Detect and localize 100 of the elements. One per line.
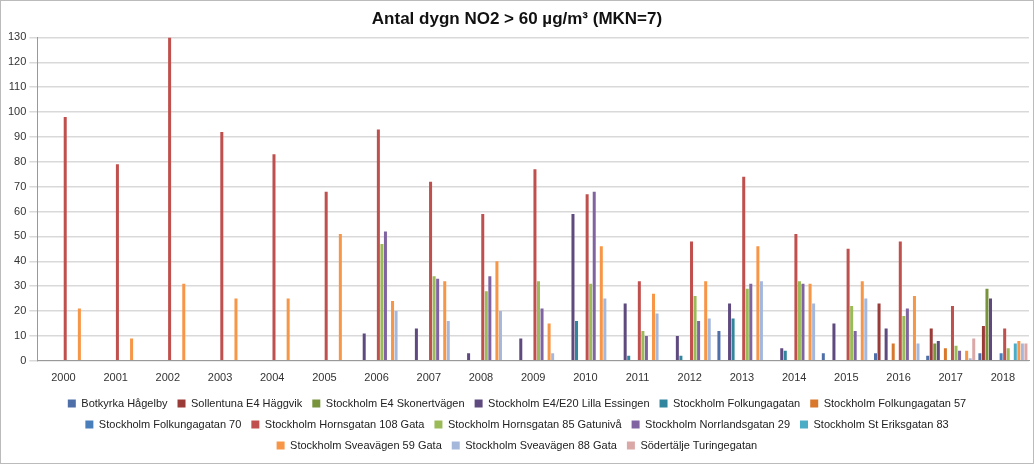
bar	[981, 325, 985, 361]
bar	[130, 338, 134, 361]
bar	[603, 298, 607, 361]
bar	[1006, 348, 1010, 361]
bar	[675, 335, 679, 361]
legend-label: Stockholm Hornsgatan 108 Gata	[264, 417, 426, 430]
bar	[651, 293, 655, 361]
x-tick-label: 2013	[729, 371, 755, 384]
bar	[495, 261, 499, 361]
bar	[801, 283, 805, 361]
x-tick-label: 2007	[416, 371, 442, 384]
y-tick-label: 80	[14, 154, 27, 167]
bar	[644, 335, 648, 361]
legend-label: Botkyrka Hågelby	[81, 396, 169, 409]
bar	[536, 281, 540, 361]
bar	[693, 296, 697, 361]
bar	[690, 241, 694, 361]
bar	[383, 231, 387, 361]
x-tick-label: 2016	[886, 371, 911, 384]
x-tick-label: 2008	[468, 371, 494, 384]
bar	[745, 288, 749, 361]
x-tick-label: 2001	[103, 371, 128, 384]
legend-label: Stockholm Norrlandsgatan 29	[645, 417, 791, 430]
bar	[999, 353, 1003, 361]
bar	[592, 191, 596, 361]
bar	[916, 343, 920, 361]
bar	[877, 303, 881, 361]
bar	[717, 330, 721, 361]
y-tick-label: 60	[14, 204, 27, 217]
x-tick-label: 2012	[677, 371, 702, 384]
bar	[950, 306, 954, 361]
x-tick-label: 2000	[51, 371, 76, 384]
x-tick-label: 2010	[573, 371, 598, 384]
bar	[954, 345, 958, 361]
bar	[627, 355, 631, 361]
bar	[905, 308, 909, 361]
bar	[481, 214, 485, 361]
bar	[286, 298, 290, 361]
bar	[362, 333, 366, 361]
bar	[655, 313, 659, 361]
bar	[589, 283, 593, 361]
bar	[821, 353, 825, 361]
x-tick-label: 2017	[938, 371, 963, 384]
bar	[697, 321, 701, 361]
bar	[731, 318, 735, 361]
x-tick-label: 2014	[781, 371, 807, 384]
bar	[850, 306, 854, 361]
bar	[874, 353, 878, 361]
y-tick-label: 130	[7, 30, 27, 43]
bar	[902, 316, 906, 361]
x-tick-label: 2011	[625, 371, 650, 384]
x-tick-label: 2009	[520, 371, 546, 384]
bar	[965, 350, 969, 361]
bar	[547, 323, 551, 361]
bar	[884, 328, 888, 361]
legend-label: Stockholm Hornsgatan 85 Gatunivå	[447, 417, 623, 430]
bar	[414, 328, 418, 361]
bar	[846, 248, 850, 361]
bar	[599, 246, 603, 361]
bar	[929, 328, 933, 361]
x-tick-label: 2002	[155, 371, 181, 384]
y-tick-label: 20	[14, 304, 27, 317]
bar	[446, 321, 450, 361]
bar	[623, 303, 627, 361]
bar	[519, 338, 523, 361]
bar	[1003, 328, 1007, 361]
bar	[1013, 343, 1017, 361]
bar	[926, 355, 930, 361]
bar	[324, 191, 328, 361]
bar	[759, 281, 763, 361]
bar	[707, 318, 711, 361]
legend-label: Stockholm Folkungagatan	[673, 396, 801, 409]
bar	[860, 281, 864, 361]
bar	[728, 303, 732, 361]
x-tick-label: 2004	[259, 371, 285, 384]
bar	[533, 169, 537, 361]
bar	[391, 301, 395, 361]
bar	[234, 298, 238, 361]
y-tick-label: 40	[14, 254, 27, 267]
bar	[429, 181, 433, 361]
legend-label: Stockholm Folkungagatan 70	[98, 417, 242, 430]
legend-label: Stockholm St Eriksgatan 83	[813, 417, 949, 430]
bar	[484, 291, 488, 361]
bar	[812, 303, 816, 361]
bar	[63, 117, 67, 361]
bar	[585, 194, 589, 361]
legend-label: Sollentuna E4 Häggvik	[191, 396, 303, 409]
bar	[832, 323, 836, 361]
bar	[989, 298, 993, 361]
bar	[742, 176, 746, 361]
bar	[338, 233, 342, 361]
bar	[641, 330, 645, 361]
bar	[864, 298, 868, 361]
bar	[958, 350, 962, 361]
bar	[943, 348, 947, 361]
y-tick-label: 10	[14, 328, 27, 341]
bar	[679, 355, 683, 361]
bar	[794, 233, 798, 361]
bar	[1024, 343, 1028, 361]
bar	[467, 353, 471, 361]
